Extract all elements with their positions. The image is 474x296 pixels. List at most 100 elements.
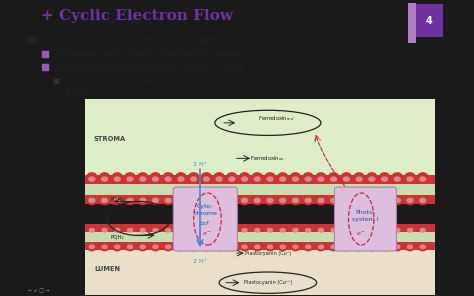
Circle shape [405,198,415,205]
Circle shape [202,173,211,179]
Circle shape [382,198,388,202]
Circle shape [176,173,186,179]
FancyBboxPatch shape [85,175,436,184]
Circle shape [304,226,312,231]
Circle shape [152,245,159,251]
Circle shape [265,173,274,179]
Circle shape [241,226,248,231]
Circle shape [214,173,224,179]
Circle shape [407,177,413,181]
Text: ← ✔ □ →: ← ✔ □ → [28,288,50,293]
Circle shape [342,198,351,205]
Text: Electron flow through cytochrome $b_6f$ uses PQ cycle: Electron flow through cytochrome $b_6f$ … [56,62,243,73]
Circle shape [266,226,274,231]
Circle shape [113,226,121,231]
Circle shape [395,229,400,232]
Circle shape [381,226,388,231]
Text: PQH₂: PQH₂ [110,234,124,239]
Text: Photo-
system I: Photo- system I [352,210,379,222]
Circle shape [303,173,313,179]
Text: $e^-$: $e^-$ [202,230,212,238]
Circle shape [380,173,389,179]
Circle shape [305,177,311,181]
Circle shape [229,177,235,181]
Circle shape [100,173,109,179]
Text: 2 H⁺: 2 H⁺ [193,260,207,264]
FancyBboxPatch shape [85,184,436,195]
FancyBboxPatch shape [408,3,416,43]
Circle shape [140,229,145,232]
Circle shape [215,245,223,251]
Circle shape [151,198,160,205]
Circle shape [343,245,350,251]
Circle shape [356,177,362,181]
Circle shape [267,245,273,249]
Circle shape [255,229,260,232]
Circle shape [254,245,261,251]
Circle shape [306,245,311,249]
Circle shape [394,177,400,181]
Circle shape [240,198,249,205]
Circle shape [405,173,415,179]
Circle shape [190,245,198,251]
Circle shape [356,198,362,202]
Circle shape [229,198,235,202]
Circle shape [369,177,375,181]
Circle shape [191,177,197,181]
Circle shape [164,245,172,251]
Circle shape [178,177,184,181]
Circle shape [101,245,109,251]
Text: Cyto-
chrome
$b_6f$: Cyto- chrome $b_6f$ [193,204,217,228]
Circle shape [280,198,286,202]
Circle shape [113,198,122,205]
Circle shape [253,173,262,179]
FancyBboxPatch shape [416,4,443,37]
Circle shape [202,245,210,251]
Circle shape [127,177,133,181]
Circle shape [255,177,260,181]
Circle shape [367,198,376,205]
Circle shape [381,245,388,251]
Circle shape [165,198,171,202]
Circle shape [138,173,147,179]
Circle shape [113,245,121,251]
FancyBboxPatch shape [335,187,396,251]
Text: Plastocyanin (Cu²⁺): Plastocyanin (Cu²⁺) [244,280,292,285]
Circle shape [202,198,211,205]
Circle shape [87,198,97,205]
Circle shape [393,226,401,231]
Circle shape [331,229,336,232]
Circle shape [279,245,287,251]
Circle shape [176,198,186,205]
Circle shape [125,173,135,179]
Circle shape [242,198,247,202]
Circle shape [408,245,412,249]
Circle shape [255,245,260,249]
Circle shape [102,229,107,232]
Circle shape [278,173,287,179]
Circle shape [355,173,364,179]
Circle shape [152,226,159,231]
Circle shape [126,245,134,251]
Circle shape [203,198,210,202]
Circle shape [255,198,260,202]
Circle shape [280,245,285,249]
Circle shape [382,229,387,232]
Circle shape [153,229,158,232]
Circle shape [418,198,428,205]
Circle shape [229,229,234,232]
Circle shape [101,177,108,181]
Circle shape [217,245,222,249]
Circle shape [356,229,362,232]
Circle shape [392,173,402,179]
Circle shape [88,226,96,231]
Circle shape [380,198,389,205]
Circle shape [140,177,146,181]
Circle shape [153,177,158,181]
Circle shape [406,245,414,251]
Circle shape [214,198,224,205]
Circle shape [280,177,286,181]
Circle shape [242,245,247,249]
Circle shape [189,173,198,179]
Circle shape [101,226,109,231]
